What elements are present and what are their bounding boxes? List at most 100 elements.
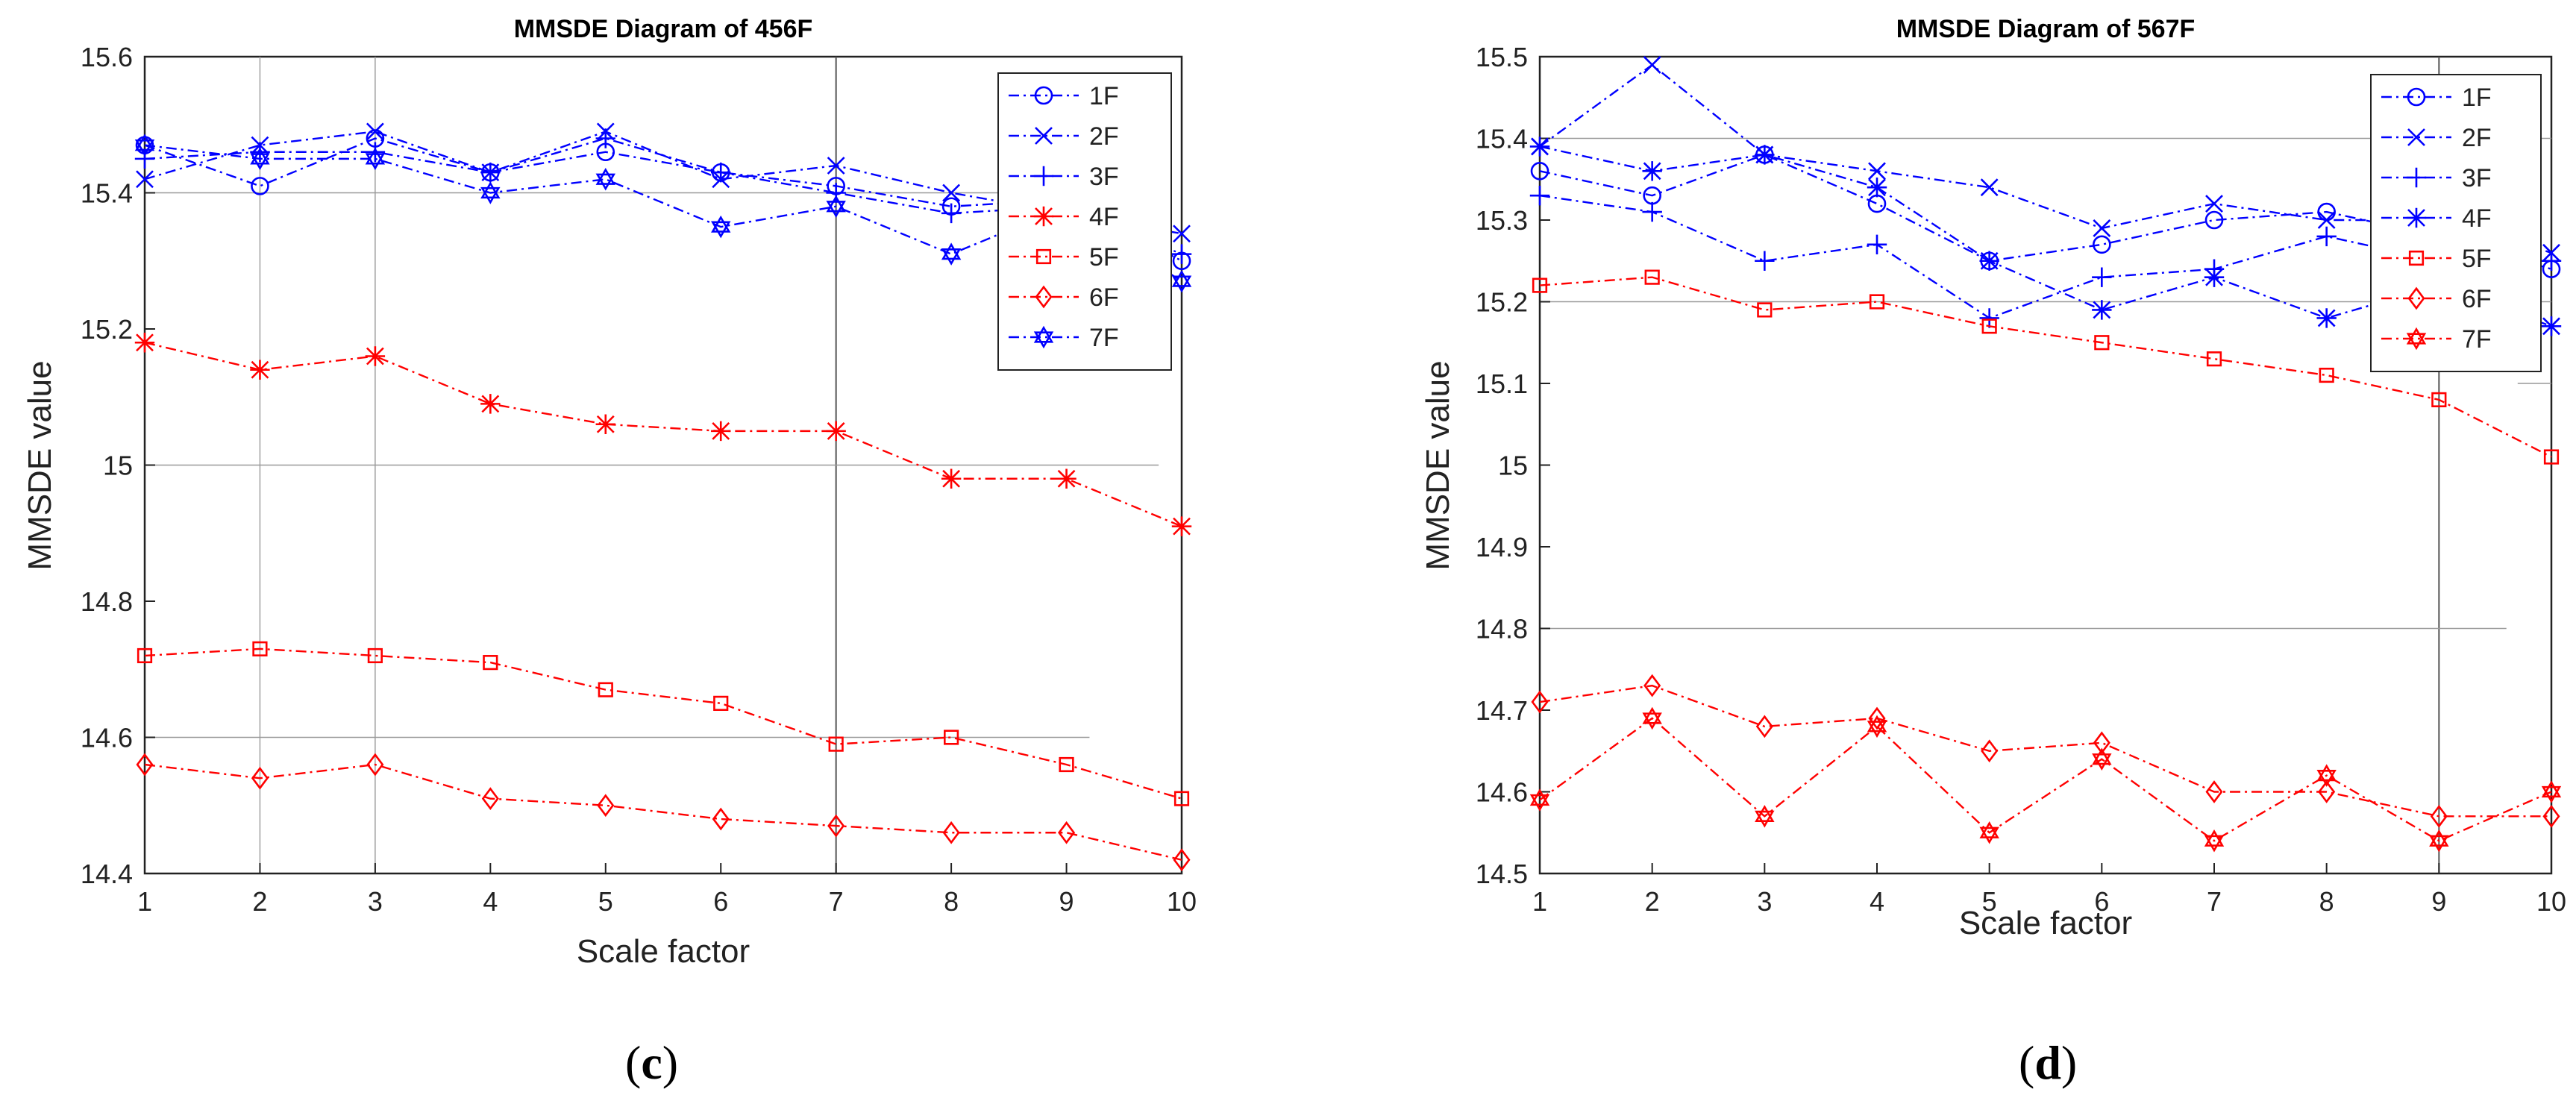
- legend-label: 7F: [2462, 325, 2492, 354]
- series-line: [1539, 684, 2551, 818]
- data-point: [2541, 251, 2562, 271]
- data-point: [941, 242, 962, 266]
- x-tick-label: 2: [252, 886, 267, 917]
- data-point: [1643, 674, 1661, 697]
- data-point: [1981, 319, 1997, 334]
- data-point: [1981, 739, 1999, 763]
- data-point: [134, 148, 155, 169]
- x-tick-label: 5: [1982, 886, 1997, 917]
- series-line: [1539, 145, 2552, 327]
- data-point: [711, 162, 731, 183]
- data-point: [1644, 269, 1660, 285]
- data-point: [2542, 804, 2560, 828]
- legend-marker: [2407, 128, 2425, 146]
- data-point: [1171, 269, 1192, 293]
- legend-label: 4F: [1089, 203, 1119, 231]
- legend-item: 6F: [2381, 285, 2492, 313]
- data-point: [1642, 201, 1662, 222]
- data-point: [2093, 219, 2111, 237]
- data-point: [826, 183, 846, 203]
- legend-item: 2F: [2381, 124, 2492, 152]
- x-axis-label: Scale factor: [577, 933, 750, 970]
- legend-marker: [2408, 250, 2425, 266]
- data-point: [2092, 300, 2112, 320]
- x-tick-label: 8: [944, 886, 959, 917]
- data-point: [711, 215, 731, 239]
- legend-item: 3F: [1009, 163, 1119, 191]
- x-tick-label: 7: [829, 886, 844, 917]
- legend-label: 3F: [2462, 164, 2492, 192]
- y-tick-label: 15.5: [1476, 42, 1528, 72]
- legend-label: 7F: [1089, 324, 1119, 352]
- data-point: [2316, 226, 2337, 247]
- data-point: [251, 177, 269, 195]
- data-point: [250, 147, 270, 171]
- data-point: [2431, 392, 2447, 407]
- legend-item: 7F: [2381, 325, 2492, 354]
- x-tick-label: 1: [137, 886, 152, 917]
- series-5F: [137, 641, 1190, 806]
- chart-panel-567f: 1 2 3 4 5 6 7 8 9 10 14.5 14.6 14.7 14.8 14.9 15 15.1 15.…: [1420, 15, 2566, 941]
- data-point: [595, 168, 615, 191]
- data-point: [1643, 56, 1661, 74]
- legend-marker: [1033, 206, 1054, 227]
- x-tick-label: 7: [2207, 886, 2222, 917]
- data-point: [2092, 267, 2112, 287]
- data-point: [1867, 234, 1887, 255]
- legend-label: 6F: [1089, 283, 1119, 312]
- legend-item: 7F: [1009, 324, 1119, 352]
- y-tick-label: 14.5: [1476, 859, 1528, 889]
- y-axis-label: MMSDE value: [1420, 360, 1456, 570]
- data-point: [1757, 302, 1773, 318]
- data-point: [942, 184, 961, 202]
- data-point: [2204, 829, 2225, 853]
- data-point: [713, 695, 729, 711]
- data-point: [1171, 244, 1192, 264]
- data-point: [941, 203, 962, 224]
- data-point: [134, 333, 155, 353]
- data-point: [2094, 335, 2110, 351]
- chart-title: MMSDE Diagram of 567F: [1896, 15, 2196, 43]
- legend-marker: [1033, 325, 1054, 349]
- legend-box: [997, 72, 1172, 371]
- legend-label: 2F: [2462, 124, 2492, 152]
- data-point: [252, 641, 268, 656]
- data-point: [2318, 780, 2336, 803]
- legend-item: 1F: [1009, 82, 1119, 110]
- data-point: [136, 170, 154, 189]
- legend: 1F 2F 3F 4F 5F 6F 7F: [2370, 74, 2542, 372]
- data-point: [2429, 829, 2449, 853]
- y-tick-label: 14.7: [1476, 695, 1528, 726]
- data-point: [1755, 145, 1775, 165]
- data-point: [2541, 780, 2562, 803]
- legend-marker: [1035, 248, 1052, 265]
- legend-marker: [2407, 286, 2425, 310]
- data-point: [827, 814, 845, 838]
- data-point: [480, 394, 501, 414]
- legend-item: 5F: [1009, 243, 1119, 272]
- y-tick-label: 15.4: [1476, 124, 1528, 154]
- data-point: [1979, 308, 1999, 328]
- data-point: [2092, 747, 2112, 771]
- data-point: [2316, 764, 2337, 787]
- data-point: [1529, 137, 1550, 157]
- y-tick-label: 14.4: [81, 859, 133, 889]
- data-point: [365, 346, 386, 366]
- legend-item: 4F: [2381, 204, 2492, 233]
- data-point: [137, 647, 153, 664]
- series-4F: [134, 333, 1192, 536]
- data-point: [944, 730, 959, 745]
- data-point: [1532, 277, 1548, 293]
- data-point: [366, 753, 384, 777]
- data-point: [251, 766, 269, 790]
- data-point: [1867, 178, 1887, 198]
- data-point: [1529, 185, 1550, 206]
- legend-label: 1F: [1089, 82, 1119, 110]
- data-point: [250, 360, 270, 380]
- y-tick-label: 15.6: [81, 42, 133, 72]
- y-tick-label: 14.9: [1476, 532, 1528, 562]
- series-line: [1539, 717, 2552, 842]
- x-tick-label: 9: [2431, 886, 2446, 917]
- data-point: [367, 647, 383, 664]
